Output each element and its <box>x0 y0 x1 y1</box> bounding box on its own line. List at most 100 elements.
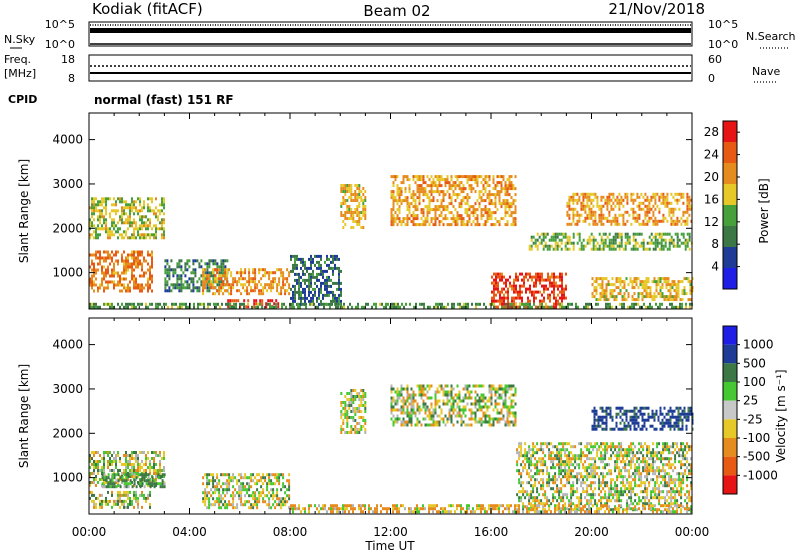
data-cell <box>410 405 413 409</box>
data-cell <box>584 219 587 223</box>
data-cell <box>269 305 271 309</box>
data-cell <box>212 482 215 486</box>
data-cell <box>500 181 503 185</box>
data-cell <box>532 475 535 479</box>
data-cell <box>636 219 639 223</box>
data-cell <box>101 476 104 480</box>
data-cell <box>602 247 605 251</box>
data-cell <box>264 494 267 498</box>
data-cell <box>192 268 195 272</box>
data-cell <box>266 289 269 293</box>
data-cell <box>646 210 649 214</box>
data-cell <box>504 211 507 215</box>
data-cell <box>89 454 91 457</box>
data-cell <box>474 402 477 406</box>
data-cell <box>444 393 447 397</box>
data-cell <box>464 208 467 212</box>
data-cell <box>416 420 419 424</box>
data-cell <box>348 407 351 410</box>
data-cell <box>99 286 101 290</box>
data-cell <box>593 295 596 299</box>
data-cell <box>502 175 505 179</box>
data-cell <box>123 482 126 486</box>
data-cell <box>512 202 515 206</box>
data-cell <box>686 241 689 245</box>
data-cell <box>514 387 517 391</box>
data-cell <box>107 230 109 234</box>
data-cell <box>242 482 245 486</box>
data-cell <box>668 238 671 242</box>
data-cell <box>232 283 235 287</box>
data-cell <box>685 305 687 309</box>
data-cell <box>161 475 163 478</box>
data-cell <box>229 299 232 303</box>
data-cell <box>561 290 563 294</box>
data-cell <box>155 224 157 228</box>
data-cell <box>572 241 575 245</box>
data-cell <box>629 277 632 281</box>
data-cell <box>298 257 300 261</box>
data-cell <box>320 299 322 303</box>
data-cell <box>450 420 453 424</box>
data-cell <box>418 408 421 412</box>
data-cell <box>529 284 531 288</box>
data-cell <box>684 222 687 226</box>
data-cell <box>626 201 629 205</box>
data-cell <box>300 260 302 264</box>
data-cell <box>113 265 115 269</box>
data-cell <box>350 214 353 217</box>
data-cell <box>561 272 563 276</box>
data-cell <box>672 219 675 223</box>
data-cell <box>406 390 409 394</box>
data-cell <box>119 233 121 237</box>
data-cell <box>240 488 243 492</box>
data-cell <box>605 289 608 293</box>
data-cell <box>151 476 154 480</box>
data-cell <box>528 448 531 452</box>
data-cell <box>400 411 403 415</box>
data-cell <box>680 216 683 220</box>
data-cell <box>685 292 688 296</box>
data-cell <box>141 466 143 469</box>
data-cell <box>267 299 270 303</box>
data-cell <box>480 190 483 194</box>
data-cell <box>609 305 611 309</box>
data-cell <box>510 420 513 424</box>
data-cell <box>216 268 219 272</box>
data-cell <box>252 473 255 477</box>
data-cell <box>300 299 302 303</box>
data-cell <box>564 241 567 245</box>
data-cell <box>636 204 639 208</box>
data-cell <box>587 302 589 306</box>
data-cell <box>530 460 533 464</box>
data-cell <box>390 217 393 221</box>
data-cell <box>589 302 591 306</box>
data-cell <box>210 479 213 483</box>
colorbar-swatch <box>723 121 737 142</box>
data-cell <box>420 187 423 191</box>
data-cell <box>422 187 425 191</box>
data-cell <box>282 280 285 284</box>
data-cell <box>674 232 677 236</box>
data-cell <box>286 268 289 272</box>
data-cell <box>400 393 403 397</box>
data-cell <box>123 286 125 290</box>
data-cell <box>515 284 517 288</box>
data-cell <box>544 241 547 245</box>
data-cell <box>446 417 449 421</box>
data-cell <box>252 271 255 275</box>
data-cell <box>214 503 217 507</box>
data-cell <box>645 292 648 296</box>
data-cell <box>496 390 499 394</box>
data-cell <box>95 466 97 469</box>
data-cell <box>131 454 133 457</box>
data-cell <box>93 253 95 257</box>
data-cell <box>578 213 581 217</box>
data-cell <box>551 272 553 276</box>
data-cell <box>131 502 133 506</box>
data-cell <box>496 220 499 224</box>
data-cell <box>495 305 497 309</box>
data-cell <box>506 184 509 188</box>
data-cell <box>131 256 133 260</box>
data-cell <box>137 262 139 266</box>
